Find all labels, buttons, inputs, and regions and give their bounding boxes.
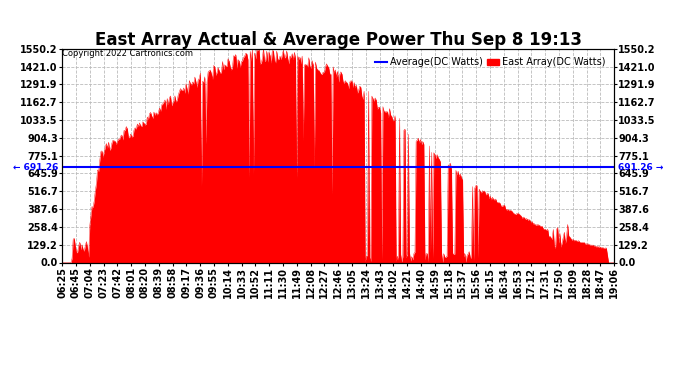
Text: Copyright 2022 Cartronics.com: Copyright 2022 Cartronics.com xyxy=(62,49,193,58)
Title: East Array Actual & Average Power Thu Sep 8 19:13: East Array Actual & Average Power Thu Se… xyxy=(95,31,582,49)
Text: ← 691.26: ← 691.26 xyxy=(12,163,58,172)
Text: 691.26 →: 691.26 → xyxy=(618,163,664,172)
Legend: Average(DC Watts), East Array(DC Watts): Average(DC Watts), East Array(DC Watts) xyxy=(371,54,609,71)
